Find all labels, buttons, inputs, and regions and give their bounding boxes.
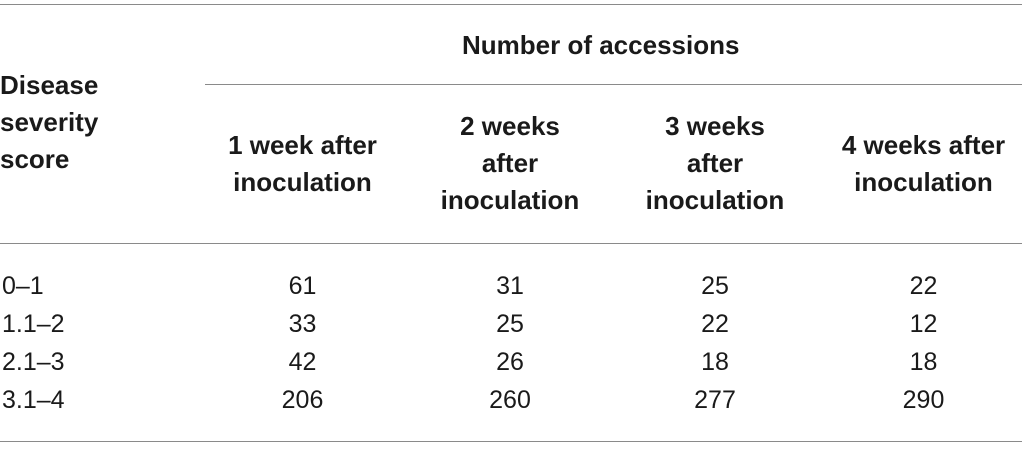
severity-score-cell: 1.1–2 [2,310,65,338]
stub-header: Disease severity score [0,70,99,174]
value-cell: 61 [288,272,317,300]
severity-score-cell: 2.1–3 [2,348,65,376]
table-row: 2.1–3 42 26 18 18 [0,344,1022,380]
value-cell: 33 [288,310,317,338]
column-header-week-3: 3 weeks after inoculation [645,111,785,215]
value-cell: 31 [496,272,524,300]
severity-score-cell: 3.1–4 [2,386,65,414]
value-cell: 206 [281,386,324,414]
table-bottom-rule [0,441,1022,442]
group-header: Number of accessions [462,30,740,60]
value-cell: 277 [694,386,736,414]
value-cell: 18 [701,348,729,376]
severity-score-cell: 0–1 [2,272,44,300]
table-row: 0–1 61 31 25 22 [0,268,1022,304]
table-row: 1.1–2 33 25 22 12 [0,306,1022,342]
column-header-week-4: 4 weeks after inoculation [841,130,1006,197]
column-header-week-1: 1 week after inoculation [228,130,377,197]
value-cell: 290 [902,386,945,414]
value-cell: 18 [909,348,938,376]
group-header-rule [205,84,1022,85]
value-cell: 22 [701,310,729,338]
value-cell: 260 [489,386,531,414]
header-bottom-rule [0,243,1022,244]
value-cell: 26 [496,348,524,376]
table-top-rule [0,4,1022,5]
table-row: 3.1–4 206 260 277 290 [0,382,1022,418]
value-cell: 42 [288,348,317,376]
column-header-week-2: 2 weeks after inoculation [440,111,580,215]
value-cell: 12 [909,310,938,338]
value-cell: 25 [701,272,729,300]
value-cell: 25 [496,310,524,338]
value-cell: 22 [909,272,938,300]
